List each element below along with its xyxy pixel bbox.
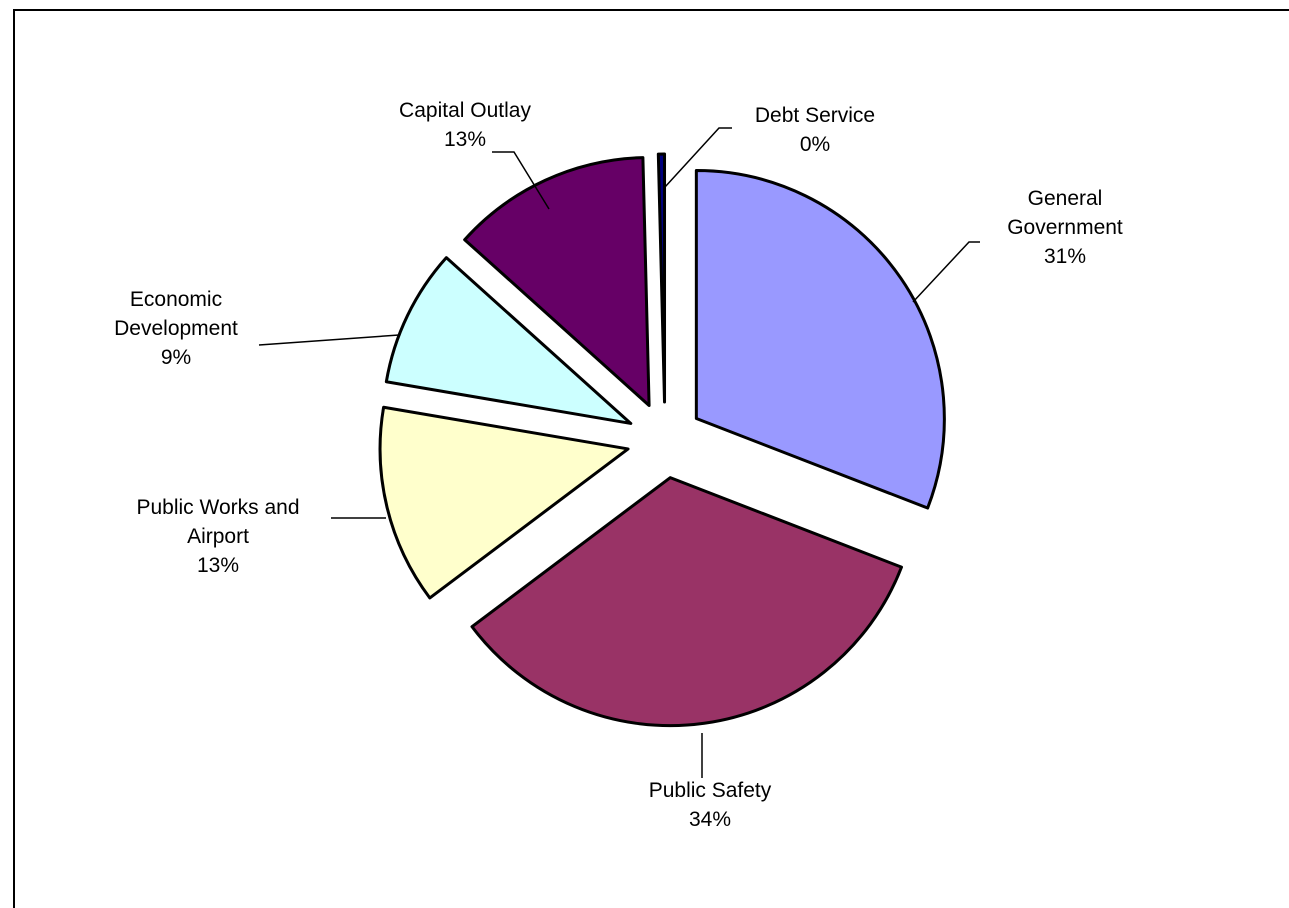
- slice-label-percent: 0%: [800, 133, 830, 156]
- slice-label: Capital Outlay 13%: [399, 99, 531, 151]
- slice-label-percent: 13%: [444, 128, 486, 151]
- slice-label-percent: 31%: [1044, 245, 1086, 268]
- pie-slice-capital-outlay: [463, 156, 651, 407]
- leader-line: [492, 151, 550, 210]
- leader-lines: [258, 127, 980, 778]
- slice-label: Public Works and Airport 13%: [136, 496, 299, 577]
- slice-label-percent: 9%: [161, 346, 191, 369]
- chart-frame: [13, 9, 1289, 908]
- slice-label-category: Economic: [130, 288, 222, 311]
- leader-line: [912, 241, 980, 303]
- slice-label-category: Public Works and: [136, 496, 299, 519]
- pie-slice-economic-development: [384, 256, 633, 425]
- leader-line: [664, 127, 732, 188]
- slice-label-category: Development: [114, 317, 238, 340]
- slice-labels: General Government 31%Public Safety 34%Publ…: [114, 99, 1123, 831]
- pie-slice-public-works-and-airport: [378, 405, 630, 600]
- slice-label-category: Capital Outlay: [399, 99, 531, 122]
- slice-label-percent: 13%: [197, 554, 239, 577]
- slice-label: Debt Service 0%: [755, 104, 875, 156]
- pie-slice-public-safety: [470, 476, 904, 728]
- slice-label-category: Government: [1007, 216, 1123, 239]
- slice-label-category: Public Safety: [649, 779, 772, 802]
- pie-slice-general-government: [694, 169, 946, 510]
- leader-line: [258, 334, 400, 346]
- slice-label-category: Debt Service: [755, 104, 875, 127]
- slice-label-category: Airport: [187, 525, 249, 548]
- slice-label: Public Safety 34%: [649, 779, 772, 831]
- slice-label-percent: 34%: [689, 808, 731, 831]
- slice-label: Economic Development 9%: [114, 288, 238, 369]
- pie-slices: [378, 152, 946, 728]
- slice-label-category: General: [1028, 187, 1103, 210]
- pie-slice-debt-service: [656, 152, 667, 404]
- slice-label: General Government 31%: [1007, 187, 1123, 268]
